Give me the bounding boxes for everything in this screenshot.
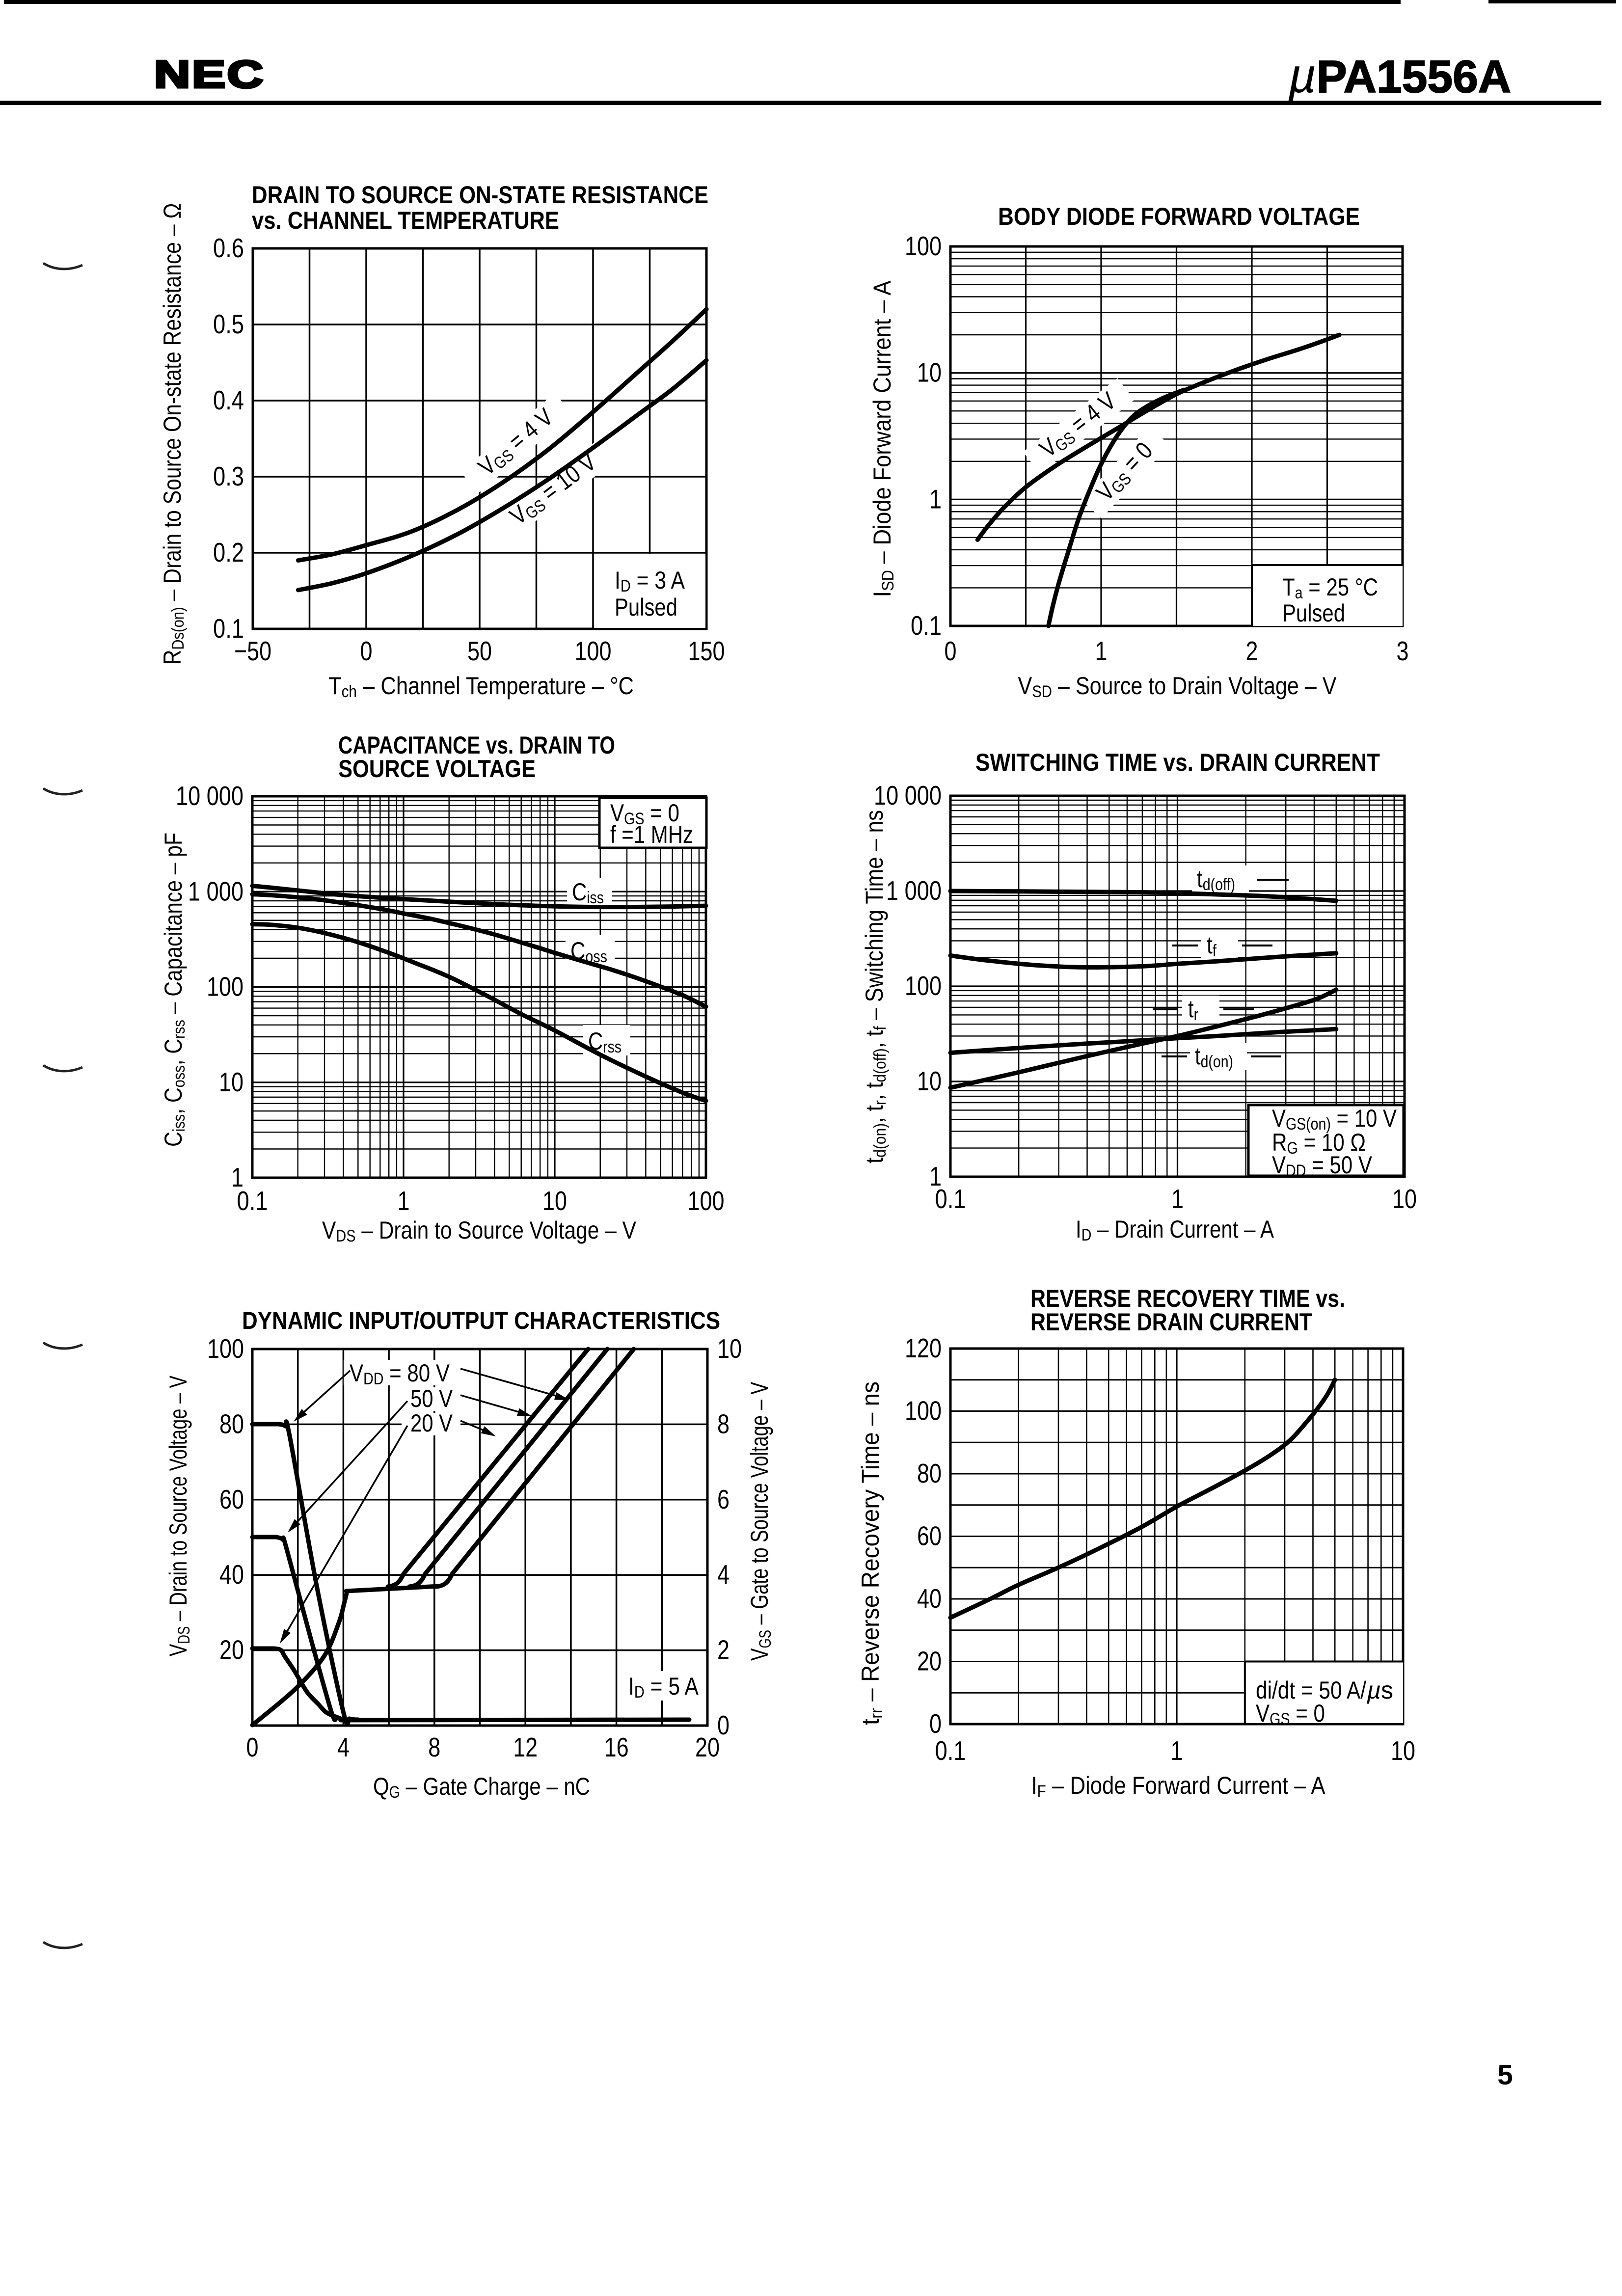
svg-text:20: 20 bbox=[917, 1646, 942, 1676]
svg-text:0: 0 bbox=[360, 636, 373, 666]
svg-text:20: 20 bbox=[219, 1635, 244, 1665]
svg-text:DYNAMIC INPUT/OUTPUT CHARACTER: DYNAMIC INPUT/OUTPUT CHARACTERISTICS bbox=[242, 1307, 720, 1334]
svg-text:12: 12 bbox=[513, 1732, 538, 1762]
svg-text:4: 4 bbox=[717, 1559, 730, 1590]
svg-text:2: 2 bbox=[717, 1635, 730, 1665]
svg-text:10: 10 bbox=[917, 357, 942, 388]
svg-text:ID​ = 5 A: ID​ = 5 A bbox=[628, 1673, 699, 1702]
svg-text:10: 10 bbox=[542, 1186, 567, 1216]
svg-text:REVERSE DRAIN CURRENT: REVERSE DRAIN CURRENT bbox=[1030, 1308, 1312, 1336]
svg-text:VGS(on)​ = 10 V: VGS(on)​ = 10 V bbox=[1272, 1105, 1397, 1134]
svg-text:100: 100 bbox=[905, 231, 942, 261]
svg-text:120: 120 bbox=[905, 1333, 942, 1363]
svg-text:DRAIN TO SOURCE ON-STATE RESIS: DRAIN TO SOURCE ON-STATE RESISTANCE bbox=[252, 181, 708, 209]
svg-text:1: 1 bbox=[231, 1162, 243, 1192]
svg-text:µPA1556A: µPA1556A bbox=[1288, 48, 1511, 103]
svg-text:Pulsed: Pulsed bbox=[615, 594, 677, 621]
svg-text:20 V: 20 V bbox=[410, 1409, 453, 1437]
svg-text:0.1: 0.1 bbox=[213, 613, 244, 644]
svg-text:td(on)​, tr​, td(off)​, tf​ –: td(on)​, tr​, td(off)​, tf​ – Switching … bbox=[861, 810, 890, 1163]
svg-text:VGS​ = 0: VGS​ = 0 bbox=[610, 799, 679, 828]
svg-text:16: 16 bbox=[604, 1732, 629, 1762]
svg-text:50 V: 50 V bbox=[410, 1385, 453, 1412]
svg-text:100: 100 bbox=[207, 1333, 244, 1364]
svg-text:100: 100 bbox=[905, 1396, 942, 1426]
svg-text:60: 60 bbox=[219, 1484, 244, 1514]
svg-text:0.4: 0.4 bbox=[213, 385, 244, 415]
svg-text:4: 4 bbox=[337, 1732, 350, 1762]
svg-text:f =1 MHz: f =1 MHz bbox=[610, 821, 693, 848]
svg-text:1: 1 bbox=[929, 484, 942, 514]
svg-text:10: 10 bbox=[1391, 1735, 1415, 1766]
svg-text:1: 1 bbox=[1171, 1735, 1183, 1766]
svg-text:RDs(on)​ – Drain to Source On-: RDs(on)​ – Drain to Source On-state Resi… bbox=[159, 203, 188, 665]
svg-text:150: 150 bbox=[688, 636, 725, 666]
svg-text:1 000: 1 000 bbox=[886, 875, 942, 906]
svg-text:0: 0 bbox=[717, 1710, 730, 1740]
svg-text:CAPACITANCE vs. DRAIN TO: CAPACITANCE vs. DRAIN TO bbox=[338, 731, 615, 759]
svg-text:QG​ – Gate Charge – nC: QG​ – Gate Charge – nC bbox=[373, 1773, 590, 1802]
svg-text:BODY DIODE FORWARD VOLTAGE: BODY DIODE FORWARD VOLTAGE bbox=[998, 203, 1360, 230]
svg-text:ISD​ – Diode Forward Current –: ISD​ – Diode Forward Current – A bbox=[868, 280, 897, 597]
svg-text:−50: −50 bbox=[234, 636, 271, 666]
svg-text:VDS​ – Drain to Source Voltage: VDS​ – Drain to Source Voltage – V bbox=[322, 1216, 637, 1245]
svg-text:Pulsed: Pulsed bbox=[1282, 599, 1345, 627]
svg-text:0.1: 0.1 bbox=[935, 1735, 966, 1766]
svg-text:10 000: 10 000 bbox=[176, 781, 243, 811]
svg-text:100: 100 bbox=[688, 1186, 725, 1216]
svg-text:vs. CHANNEL TEMPERATURE: vs. CHANNEL TEMPERATURE bbox=[252, 207, 559, 234]
svg-text:1: 1 bbox=[398, 1186, 410, 1216]
svg-text:10: 10 bbox=[1392, 1184, 1417, 1214]
svg-text:VGS​ = 0: VGS​ = 0 bbox=[1256, 1700, 1325, 1729]
svg-text:µs: µs bbox=[1366, 1676, 1393, 1704]
svg-text:REVERSE RECOVERY TIME vs.: REVERSE RECOVERY TIME vs. bbox=[1030, 1285, 1345, 1312]
svg-text:0.1: 0.1 bbox=[935, 1184, 966, 1214]
svg-text:100: 100 bbox=[575, 636, 612, 666]
svg-text:3: 3 bbox=[1397, 636, 1409, 666]
svg-text:100: 100 bbox=[905, 971, 942, 1001]
svg-text:1: 1 bbox=[929, 1161, 942, 1191]
svg-text:SOURCE VOLTAGE: SOURCE VOLTAGE bbox=[338, 755, 536, 783]
svg-text:40: 40 bbox=[917, 1583, 942, 1614]
svg-text:100: 100 bbox=[207, 972, 243, 1002]
svg-text:10 000: 10 000 bbox=[874, 780, 942, 810]
svg-text:0.1: 0.1 bbox=[237, 1186, 268, 1216]
svg-text:di/dt = 50 A/: di/dt = 50 A/ bbox=[1256, 1676, 1366, 1704]
svg-text:50: 50 bbox=[467, 636, 492, 666]
svg-text:40: 40 bbox=[219, 1559, 244, 1590]
svg-text:VDS​ – Drain to Source Voltage: VDS​ – Drain to Source Voltage – V bbox=[164, 1376, 193, 1656]
svg-text:20: 20 bbox=[695, 1732, 720, 1762]
svg-text:Ciss​, Coss​, Crss​ – Capacita: Ciss​, Coss​, Crss​ – Capacitance – pF bbox=[160, 833, 189, 1147]
svg-text:0.3: 0.3 bbox=[213, 461, 244, 491]
svg-text:1: 1 bbox=[1095, 636, 1108, 666]
svg-text:0.5: 0.5 bbox=[213, 309, 244, 339]
svg-text:0: 0 bbox=[246, 1732, 259, 1762]
svg-text:10: 10 bbox=[717, 1333, 742, 1364]
svg-text:ID​ – Drain Current – A: ID​ – Drain Current – A bbox=[1076, 1216, 1274, 1244]
svg-text:VSD​ – Source to Drain Voltage: VSD​ – Source to Drain Voltage – V bbox=[1018, 672, 1337, 701]
svg-text:10: 10 bbox=[219, 1067, 243, 1097]
svg-text:NEC: NEC bbox=[154, 53, 265, 96]
svg-text:trr​ – Reverse Recovery Time –: trr​ – Reverse Recovery Time – ns bbox=[857, 1381, 886, 1725]
svg-text:10: 10 bbox=[917, 1066, 942, 1096]
svg-text:80: 80 bbox=[917, 1458, 942, 1488]
svg-text:VGS​ – Gate to Source Voltage: VGS​ – Gate to Source Voltage – V bbox=[746, 1382, 775, 1661]
svg-text:0.6: 0.6 bbox=[213, 233, 244, 263]
svg-text:8: 8 bbox=[717, 1408, 730, 1439]
svg-text:60: 60 bbox=[917, 1521, 942, 1551]
svg-text:0.2: 0.2 bbox=[213, 537, 244, 567]
svg-text:0: 0 bbox=[929, 1708, 942, 1739]
svg-text:6: 6 bbox=[717, 1484, 730, 1514]
svg-text:0: 0 bbox=[945, 636, 957, 666]
svg-text:IF​ – Diode Forward Current –: IF​ – Diode Forward Current – A bbox=[1031, 1772, 1326, 1801]
svg-text:1: 1 bbox=[1171, 1184, 1184, 1214]
svg-text:1 000: 1 000 bbox=[188, 876, 243, 906]
svg-text:Tch​ – Channel Temperature – °: Tch​ – Channel Temperature – °C bbox=[328, 672, 634, 701]
svg-text:0.1: 0.1 bbox=[911, 610, 942, 641]
svg-text:80: 80 bbox=[219, 1408, 244, 1439]
svg-text:SWITCHING TIME vs. DRAIN CURRE: SWITCHING TIME vs. DRAIN CURRENT bbox=[975, 749, 1380, 776]
svg-text:8: 8 bbox=[428, 1732, 440, 1762]
svg-text:2: 2 bbox=[1246, 636, 1258, 666]
svg-text:5: 5 bbox=[1497, 2059, 1513, 2091]
